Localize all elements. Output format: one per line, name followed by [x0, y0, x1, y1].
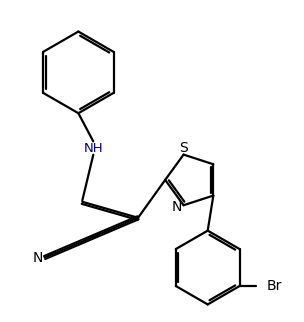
- Text: Br: Br: [266, 279, 282, 293]
- Text: S: S: [179, 141, 188, 155]
- Text: NH: NH: [84, 142, 103, 155]
- Text: N: N: [33, 251, 43, 265]
- Text: N: N: [172, 200, 182, 214]
